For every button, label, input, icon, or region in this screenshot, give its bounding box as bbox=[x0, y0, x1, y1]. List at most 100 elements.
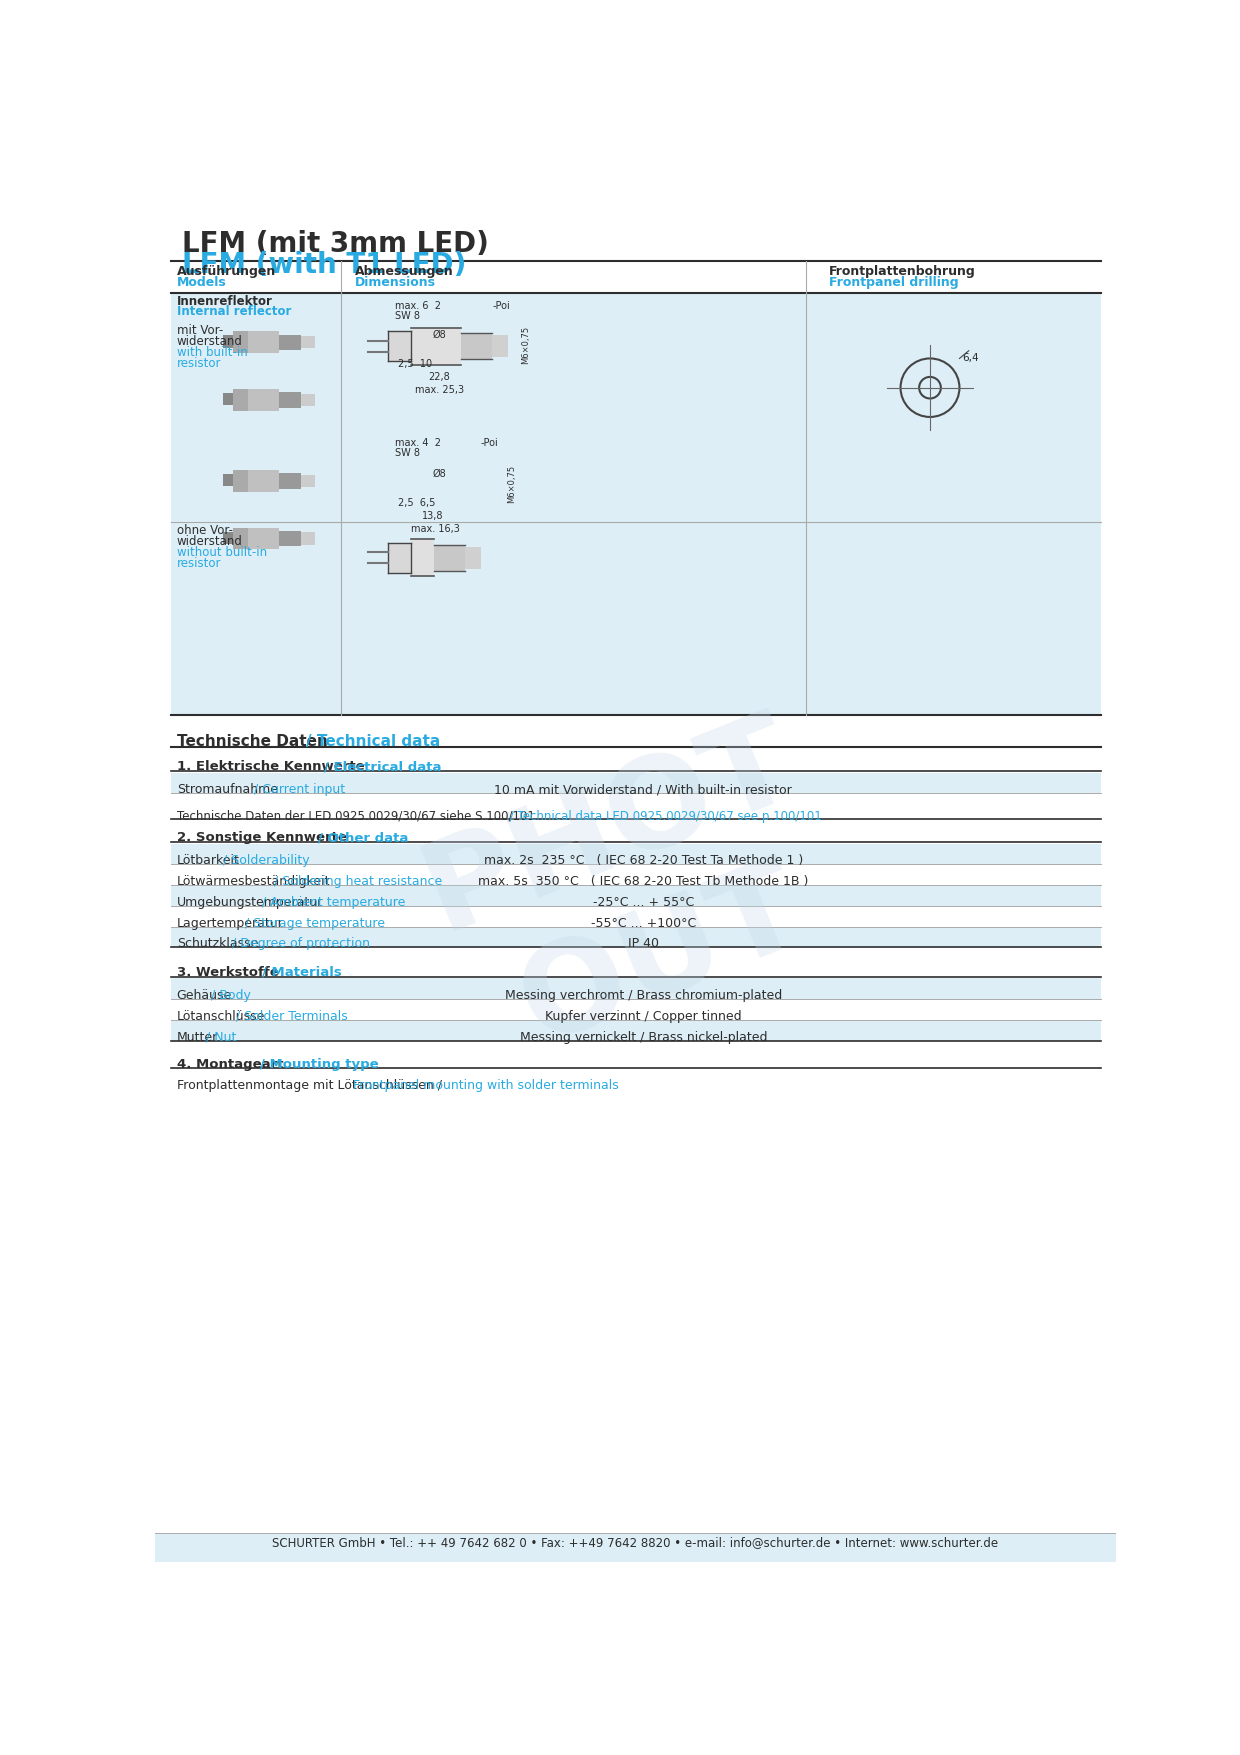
Bar bbox=[410, 539, 414, 576]
Bar bbox=[155, 1532, 1116, 1562]
Bar bbox=[461, 333, 492, 360]
Text: mit Vor-: mit Vor- bbox=[176, 323, 223, 337]
Text: without built-in: without built-in bbox=[176, 546, 267, 560]
Bar bbox=[171, 261, 1101, 293]
Bar bbox=[233, 332, 248, 353]
Bar bbox=[252, 332, 254, 353]
Text: 3. Werkstoffe: 3. Werkstoffe bbox=[176, 965, 279, 979]
Text: resistor: resistor bbox=[176, 356, 221, 370]
Bar bbox=[255, 390, 258, 411]
Bar bbox=[248, 390, 250, 411]
Bar bbox=[422, 539, 424, 576]
Text: / Current input: / Current input bbox=[250, 783, 346, 797]
Bar bbox=[259, 470, 262, 491]
Text: 2,5  6,5: 2,5 6,5 bbox=[398, 498, 435, 507]
Bar bbox=[248, 332, 250, 353]
Bar bbox=[279, 532, 300, 546]
Text: SW 8: SW 8 bbox=[396, 448, 420, 458]
Bar bbox=[223, 474, 233, 481]
Bar bbox=[223, 481, 233, 486]
Text: Lötbarkeit: Lötbarkeit bbox=[176, 855, 239, 867]
Text: Technische Daten der LED 0925.0029/30/67 siehe S.100/101: Technische Daten der LED 0925.0029/30/67… bbox=[176, 809, 534, 823]
Text: Frontplattenbohrung: Frontplattenbohrung bbox=[830, 265, 976, 277]
Bar bbox=[223, 537, 233, 544]
Bar bbox=[171, 906, 1101, 927]
Text: / Nut: / Nut bbox=[202, 1030, 237, 1044]
Text: Kupfer verzinnt / Copper tinned: Kupfer verzinnt / Copper tinned bbox=[544, 1009, 742, 1023]
Text: -Poi: -Poi bbox=[492, 300, 510, 311]
Text: / Technical data: / Technical data bbox=[306, 734, 440, 749]
Bar bbox=[223, 342, 233, 347]
Text: Schutzklasse: Schutzklasse bbox=[176, 937, 258, 951]
Text: 2. Sonstige Kennwerte: 2. Sonstige Kennwerte bbox=[176, 832, 346, 844]
Text: IP 40: IP 40 bbox=[627, 937, 658, 951]
Text: resistor: resistor bbox=[176, 556, 221, 570]
Text: max. 25,3: max. 25,3 bbox=[414, 386, 464, 395]
Bar bbox=[454, 328, 458, 365]
Bar bbox=[259, 332, 262, 353]
Text: Lagertemperatur: Lagertemperatur bbox=[176, 916, 284, 930]
Bar bbox=[301, 393, 315, 405]
Text: max. 16,3: max. 16,3 bbox=[410, 525, 460, 534]
Bar bbox=[410, 539, 434, 576]
Text: widerstand: widerstand bbox=[176, 335, 243, 347]
Text: 13,8: 13,8 bbox=[423, 511, 444, 521]
Text: with built-in: with built-in bbox=[176, 346, 248, 360]
Bar bbox=[279, 335, 300, 349]
Bar bbox=[171, 978, 1101, 999]
Bar bbox=[171, 799, 1101, 820]
Text: max. 5s  350 °C   ( IEC 68 2-20 Test Tb Methode 1B ): max. 5s 350 °C ( IEC 68 2-20 Test Tb Met… bbox=[479, 876, 808, 888]
Bar bbox=[417, 539, 419, 576]
Bar bbox=[171, 772, 1101, 793]
Text: Messing verchromt / Brass chromium-plated: Messing verchromt / Brass chromium-plate… bbox=[505, 990, 782, 1002]
Text: 4. Montageart: 4. Montageart bbox=[176, 1058, 283, 1071]
Text: Ausführungen: Ausführungen bbox=[176, 265, 277, 277]
Bar bbox=[223, 335, 233, 342]
Text: -55°C ... +100°C: -55°C ... +100°C bbox=[590, 916, 696, 930]
Bar bbox=[223, 398, 233, 405]
Text: / Materials: / Materials bbox=[262, 965, 342, 979]
Bar bbox=[248, 528, 279, 549]
Text: Frontpanel drilling: Frontpanel drilling bbox=[830, 276, 959, 290]
Text: Dimensions: Dimensions bbox=[355, 276, 436, 290]
Bar bbox=[449, 328, 451, 365]
Text: Frontpanel mounting with solder terminals: Frontpanel mounting with solder terminal… bbox=[352, 1079, 619, 1092]
Bar bbox=[465, 548, 481, 569]
Text: max. 4  2: max. 4 2 bbox=[396, 437, 441, 448]
Bar bbox=[301, 532, 315, 544]
Text: / Storage temperature: / Storage temperature bbox=[241, 916, 384, 930]
Text: LFM (with T1 LED): LFM (with T1 LED) bbox=[182, 251, 466, 279]
Text: Abmessungen: Abmessungen bbox=[355, 265, 454, 277]
Bar bbox=[171, 999, 1101, 1020]
Text: Ø8: Ø8 bbox=[433, 330, 446, 340]
Bar bbox=[444, 328, 446, 365]
Bar bbox=[255, 470, 258, 491]
Text: widerstand: widerstand bbox=[176, 535, 243, 548]
Bar bbox=[223, 532, 233, 537]
Bar bbox=[171, 927, 1101, 948]
Bar bbox=[427, 328, 430, 365]
Text: Frontplattenmontage mit Lötanschlüssen /: Frontplattenmontage mit Lötanschlüssen / bbox=[176, 1079, 445, 1092]
Text: / Ambient temperature: / Ambient temperature bbox=[258, 895, 405, 909]
Bar bbox=[259, 390, 262, 411]
Bar bbox=[434, 544, 465, 570]
Text: / Soldering heat resistance: / Soldering heat resistance bbox=[270, 876, 443, 888]
Bar bbox=[252, 528, 254, 549]
Text: Internal reflector: Internal reflector bbox=[176, 305, 291, 318]
Bar bbox=[301, 474, 315, 488]
Bar bbox=[255, 528, 258, 549]
Bar bbox=[492, 335, 507, 356]
Text: ohne Vor-: ohne Vor- bbox=[176, 525, 233, 537]
Text: 1. Elektrische Kennwerte: 1. Elektrische Kennwerte bbox=[176, 760, 365, 774]
Bar bbox=[171, 523, 1101, 714]
Text: SCHURTER GmbH • Tel.: ++ 49 7642 682 0 • Fax: ++49 7642 8820 • e-mail: info@schu: SCHURTER GmbH • Tel.: ++ 49 7642 682 0 •… bbox=[273, 1536, 998, 1550]
Text: / Solderability: / Solderability bbox=[219, 855, 310, 867]
Bar bbox=[252, 470, 254, 491]
Bar bbox=[279, 474, 300, 488]
Text: M6×0,75: M6×0,75 bbox=[507, 465, 516, 504]
Bar bbox=[248, 528, 250, 549]
Bar bbox=[252, 390, 254, 411]
Text: / Body: / Body bbox=[207, 990, 250, 1002]
Bar bbox=[171, 844, 1101, 863]
Bar bbox=[171, 293, 1101, 523]
